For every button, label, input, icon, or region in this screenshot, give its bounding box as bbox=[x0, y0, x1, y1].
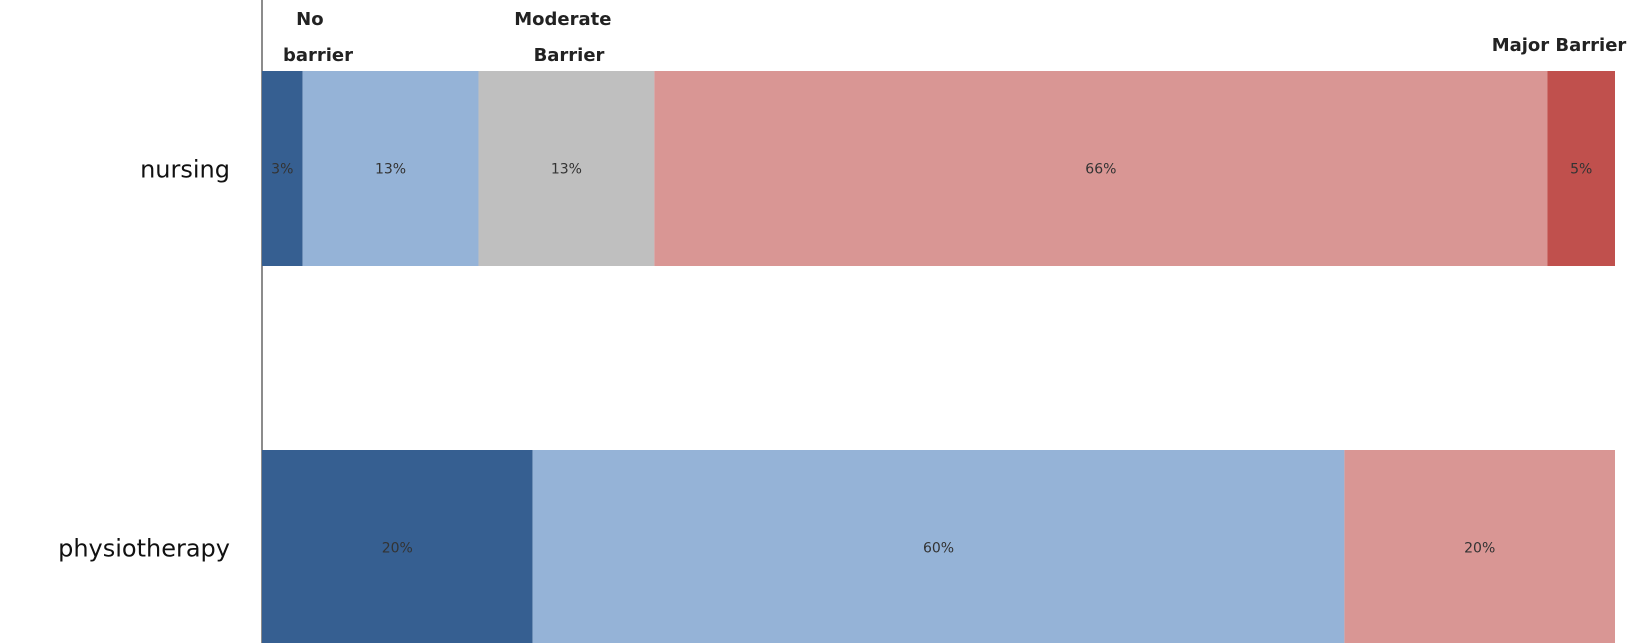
bar-segment-physiotherapy-1 bbox=[262, 450, 533, 643]
data-label-nursing-4: 66% bbox=[1085, 162, 1116, 178]
bar-segment-nursing-5 bbox=[1547, 71, 1615, 266]
data-label-physiotherapy-1: 20% bbox=[382, 541, 413, 557]
data-label-nursing-3: 13% bbox=[551, 162, 582, 178]
bar-segment-nursing-1 bbox=[262, 71, 303, 266]
data-label-nursing-1: 3% bbox=[271, 162, 293, 178]
data-label-nursing-5: 5% bbox=[1570, 162, 1592, 178]
category-label-physiotherapy: physiotherapy bbox=[58, 535, 230, 563]
bar-segment-physiotherapy-4 bbox=[1344, 450, 1615, 643]
data-label-physiotherapy-2: 60% bbox=[923, 541, 954, 557]
bar-segment-physiotherapy-2 bbox=[532, 450, 1345, 643]
scale-label-moderate-barrier-line-2: Barrier bbox=[534, 45, 605, 66]
category-labels-layer: nursing physiotherapy bbox=[58, 156, 230, 563]
bars-layer: 3% 13% 13% 66% 5% 20% 60% 20% bbox=[262, 71, 1615, 643]
scale-label-no-barrier-line-2: barrier bbox=[283, 45, 353, 66]
scale-label-major-barrier: Major Barrier bbox=[1492, 35, 1627, 56]
data-label-physiotherapy-4: 20% bbox=[1464, 541, 1495, 557]
category-label-nursing: nursing bbox=[140, 156, 230, 184]
scale-header-labels: No barrier Moderate Barrier Major Barrie… bbox=[283, 9, 1626, 66]
bar-segment-nursing-3 bbox=[478, 71, 655, 266]
scale-label-moderate-barrier: Moderate Barrier bbox=[514, 9, 618, 66]
scale-label-no-barrier: No barrier bbox=[283, 9, 353, 66]
data-label-nursing-2: 13% bbox=[375, 162, 406, 178]
bar-segment-nursing-2 bbox=[302, 71, 479, 266]
scale-label-moderate-barrier-line-1: Moderate bbox=[514, 9, 611, 30]
bar-segment-nursing-4 bbox=[654, 71, 1548, 266]
scale-label-no-barrier-line-1: No bbox=[296, 9, 323, 30]
